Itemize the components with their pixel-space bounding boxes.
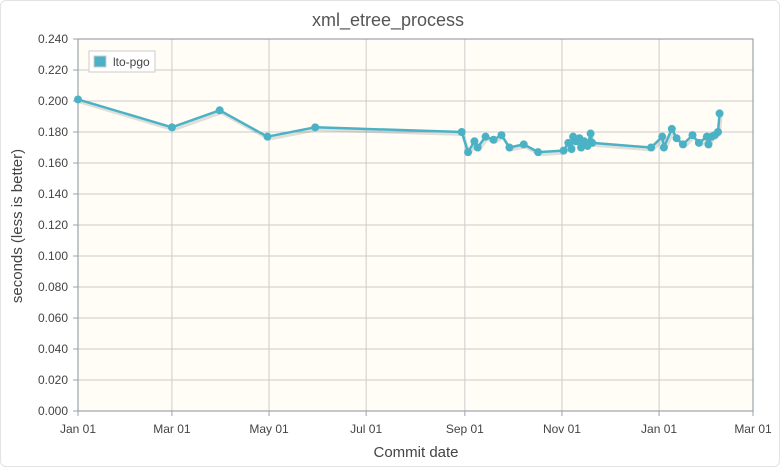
x-tick-label: Jul 01 (350, 422, 382, 436)
x-axis-ticks: Jan 01 Mar 01 May 01 Jul 01 Sep 01 Nov 01 Jan … (60, 411, 772, 436)
data-point[interactable] (564, 138, 573, 147)
legend-label: lto-pgo (113, 55, 150, 69)
x-axis-title: Commit date (373, 444, 458, 461)
data-point[interactable] (74, 95, 82, 104)
legend-swatch (93, 55, 107, 68)
y-tick-label: 0.200 (38, 94, 68, 108)
data-point[interactable] (470, 137, 479, 146)
data-point[interactable] (647, 143, 656, 152)
y-tick-label: 0.240 (38, 32, 68, 46)
y-tick-label: 0.220 (38, 63, 68, 77)
x-tick-label: May 01 (249, 422, 289, 436)
data-point[interactable] (497, 131, 506, 140)
y-tick-label: 0.040 (38, 342, 68, 356)
y-tick-label: 0.060 (38, 311, 68, 325)
x-tick-label: Mar 01 (153, 422, 191, 436)
data-point[interactable] (534, 148, 543, 157)
series-layer (74, 95, 724, 157)
x-tick-label: Sep 01 (446, 422, 484, 436)
grid-lines (77, 38, 754, 412)
y-tick-label: 0.080 (38, 280, 68, 294)
data-point[interactable] (577, 143, 586, 152)
data-point[interactable] (464, 148, 473, 157)
data-point[interactable] (167, 123, 176, 132)
data-point[interactable] (659, 143, 668, 152)
data-point[interactable] (715, 109, 724, 118)
data-point[interactable] (311, 123, 320, 132)
data-point[interactable] (505, 143, 514, 152)
y-axis-ticks: 0.000 0.020 0.040 0.060 0.080 0.100 0.120 0.140… (38, 32, 78, 418)
data-point[interactable] (489, 135, 498, 144)
plot-border (77, 38, 754, 412)
legend[interactable]: lto-pgo (88, 50, 156, 73)
y-tick-label: 0.160 (38, 156, 68, 170)
data-point[interactable] (678, 140, 687, 149)
data-point[interactable] (457, 128, 466, 136)
data-point[interactable] (667, 124, 676, 133)
data-point[interactable] (519, 140, 528, 149)
data-point[interactable] (688, 131, 697, 140)
data-point[interactable] (713, 128, 722, 136)
data-point[interactable] (215, 106, 224, 115)
data-point[interactable] (567, 145, 576, 154)
data-point[interactable] (481, 132, 490, 141)
x-tick-label: Jan 01 (60, 422, 96, 436)
y-tick-label: 0.180 (38, 125, 68, 139)
y-axis-title: seconds (less is better) (9, 149, 26, 303)
data-point[interactable] (658, 132, 667, 141)
data-point[interactable] (586, 129, 595, 138)
data-point[interactable] (473, 143, 482, 152)
y-tick-label: 0.020 (38, 373, 68, 387)
data-point[interactable] (559, 146, 568, 155)
x-tick-label: Jan 01 (641, 422, 677, 436)
data-point[interactable] (672, 134, 681, 143)
y-tick-label: 0.000 (38, 404, 68, 418)
y-tick-label: 0.120 (38, 218, 68, 232)
y-tick-label: 0.100 (38, 249, 68, 263)
data-point[interactable] (694, 138, 703, 147)
data-point[interactable] (588, 138, 597, 147)
data-point[interactable] (704, 140, 713, 149)
y-tick-label: 0.140 (38, 187, 68, 201)
chart-title: xml_etree_process (312, 10, 464, 31)
x-tick-label: Nov 01 (543, 422, 581, 436)
data-point[interactable] (263, 132, 272, 141)
x-tick-label: Mar 01 (734, 422, 772, 436)
